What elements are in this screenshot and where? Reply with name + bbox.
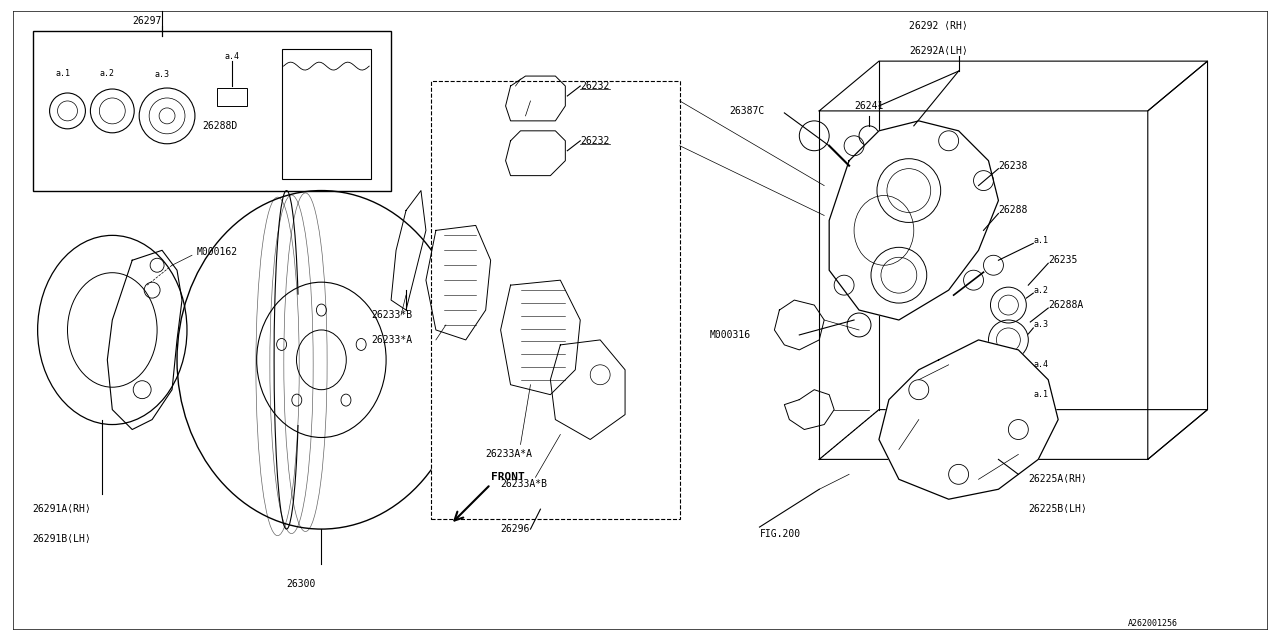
Text: a.1: a.1 bbox=[1033, 236, 1048, 245]
Text: a.1: a.1 bbox=[55, 68, 70, 77]
Text: 26235: 26235 bbox=[1048, 255, 1078, 265]
Text: 26241: 26241 bbox=[854, 101, 883, 111]
Bar bbox=[33, 31, 392, 191]
Text: 26288: 26288 bbox=[998, 205, 1028, 216]
Text: 26297: 26297 bbox=[132, 16, 161, 26]
Text: 26238: 26238 bbox=[998, 161, 1028, 171]
Text: FRONT: FRONT bbox=[490, 472, 525, 483]
Text: a.1: a.1 bbox=[1033, 390, 1048, 399]
Polygon shape bbox=[879, 340, 1059, 499]
Text: 26291A⟨RH⟩: 26291A⟨RH⟩ bbox=[33, 504, 91, 514]
Text: 26300: 26300 bbox=[287, 579, 316, 589]
Bar bbox=[216, 88, 247, 106]
Text: 26292 ⟨RH⟩: 26292 ⟨RH⟩ bbox=[909, 21, 968, 31]
Text: a.4: a.4 bbox=[224, 52, 239, 61]
Text: FIG.200: FIG.200 bbox=[759, 529, 800, 539]
Text: a.3: a.3 bbox=[1033, 321, 1048, 330]
Text: 26296: 26296 bbox=[500, 524, 530, 534]
Bar bbox=[282, 49, 371, 179]
Text: 26233*A: 26233*A bbox=[371, 335, 412, 345]
Text: 26232: 26232 bbox=[580, 136, 609, 146]
Text: 26233*B: 26233*B bbox=[371, 310, 412, 320]
Text: 26233A*A: 26233A*A bbox=[485, 449, 532, 460]
Text: 26387C: 26387C bbox=[730, 106, 765, 116]
Text: 26288D: 26288D bbox=[202, 121, 237, 131]
Text: a.3: a.3 bbox=[155, 70, 169, 79]
Text: M000316: M000316 bbox=[709, 330, 751, 340]
Polygon shape bbox=[829, 121, 998, 320]
Text: 26233A*B: 26233A*B bbox=[500, 479, 548, 490]
Text: a.4: a.4 bbox=[1033, 360, 1048, 369]
Text: A262001256: A262001256 bbox=[1128, 619, 1178, 628]
Text: a.2: a.2 bbox=[100, 68, 115, 77]
Text: 26225A⟨RH⟩: 26225A⟨RH⟩ bbox=[1028, 474, 1087, 484]
Text: 26225B⟨LH⟩: 26225B⟨LH⟩ bbox=[1028, 504, 1087, 514]
Bar bbox=[431, 81, 680, 519]
Text: 26288A: 26288A bbox=[1048, 300, 1083, 310]
Text: a.2: a.2 bbox=[1033, 285, 1048, 294]
Text: M000162: M000162 bbox=[197, 247, 238, 257]
Text: 26291B⟨LH⟩: 26291B⟨LH⟩ bbox=[33, 534, 91, 544]
Text: 26292A⟨LH⟩: 26292A⟨LH⟩ bbox=[909, 46, 968, 56]
Text: 26232: 26232 bbox=[580, 81, 609, 91]
